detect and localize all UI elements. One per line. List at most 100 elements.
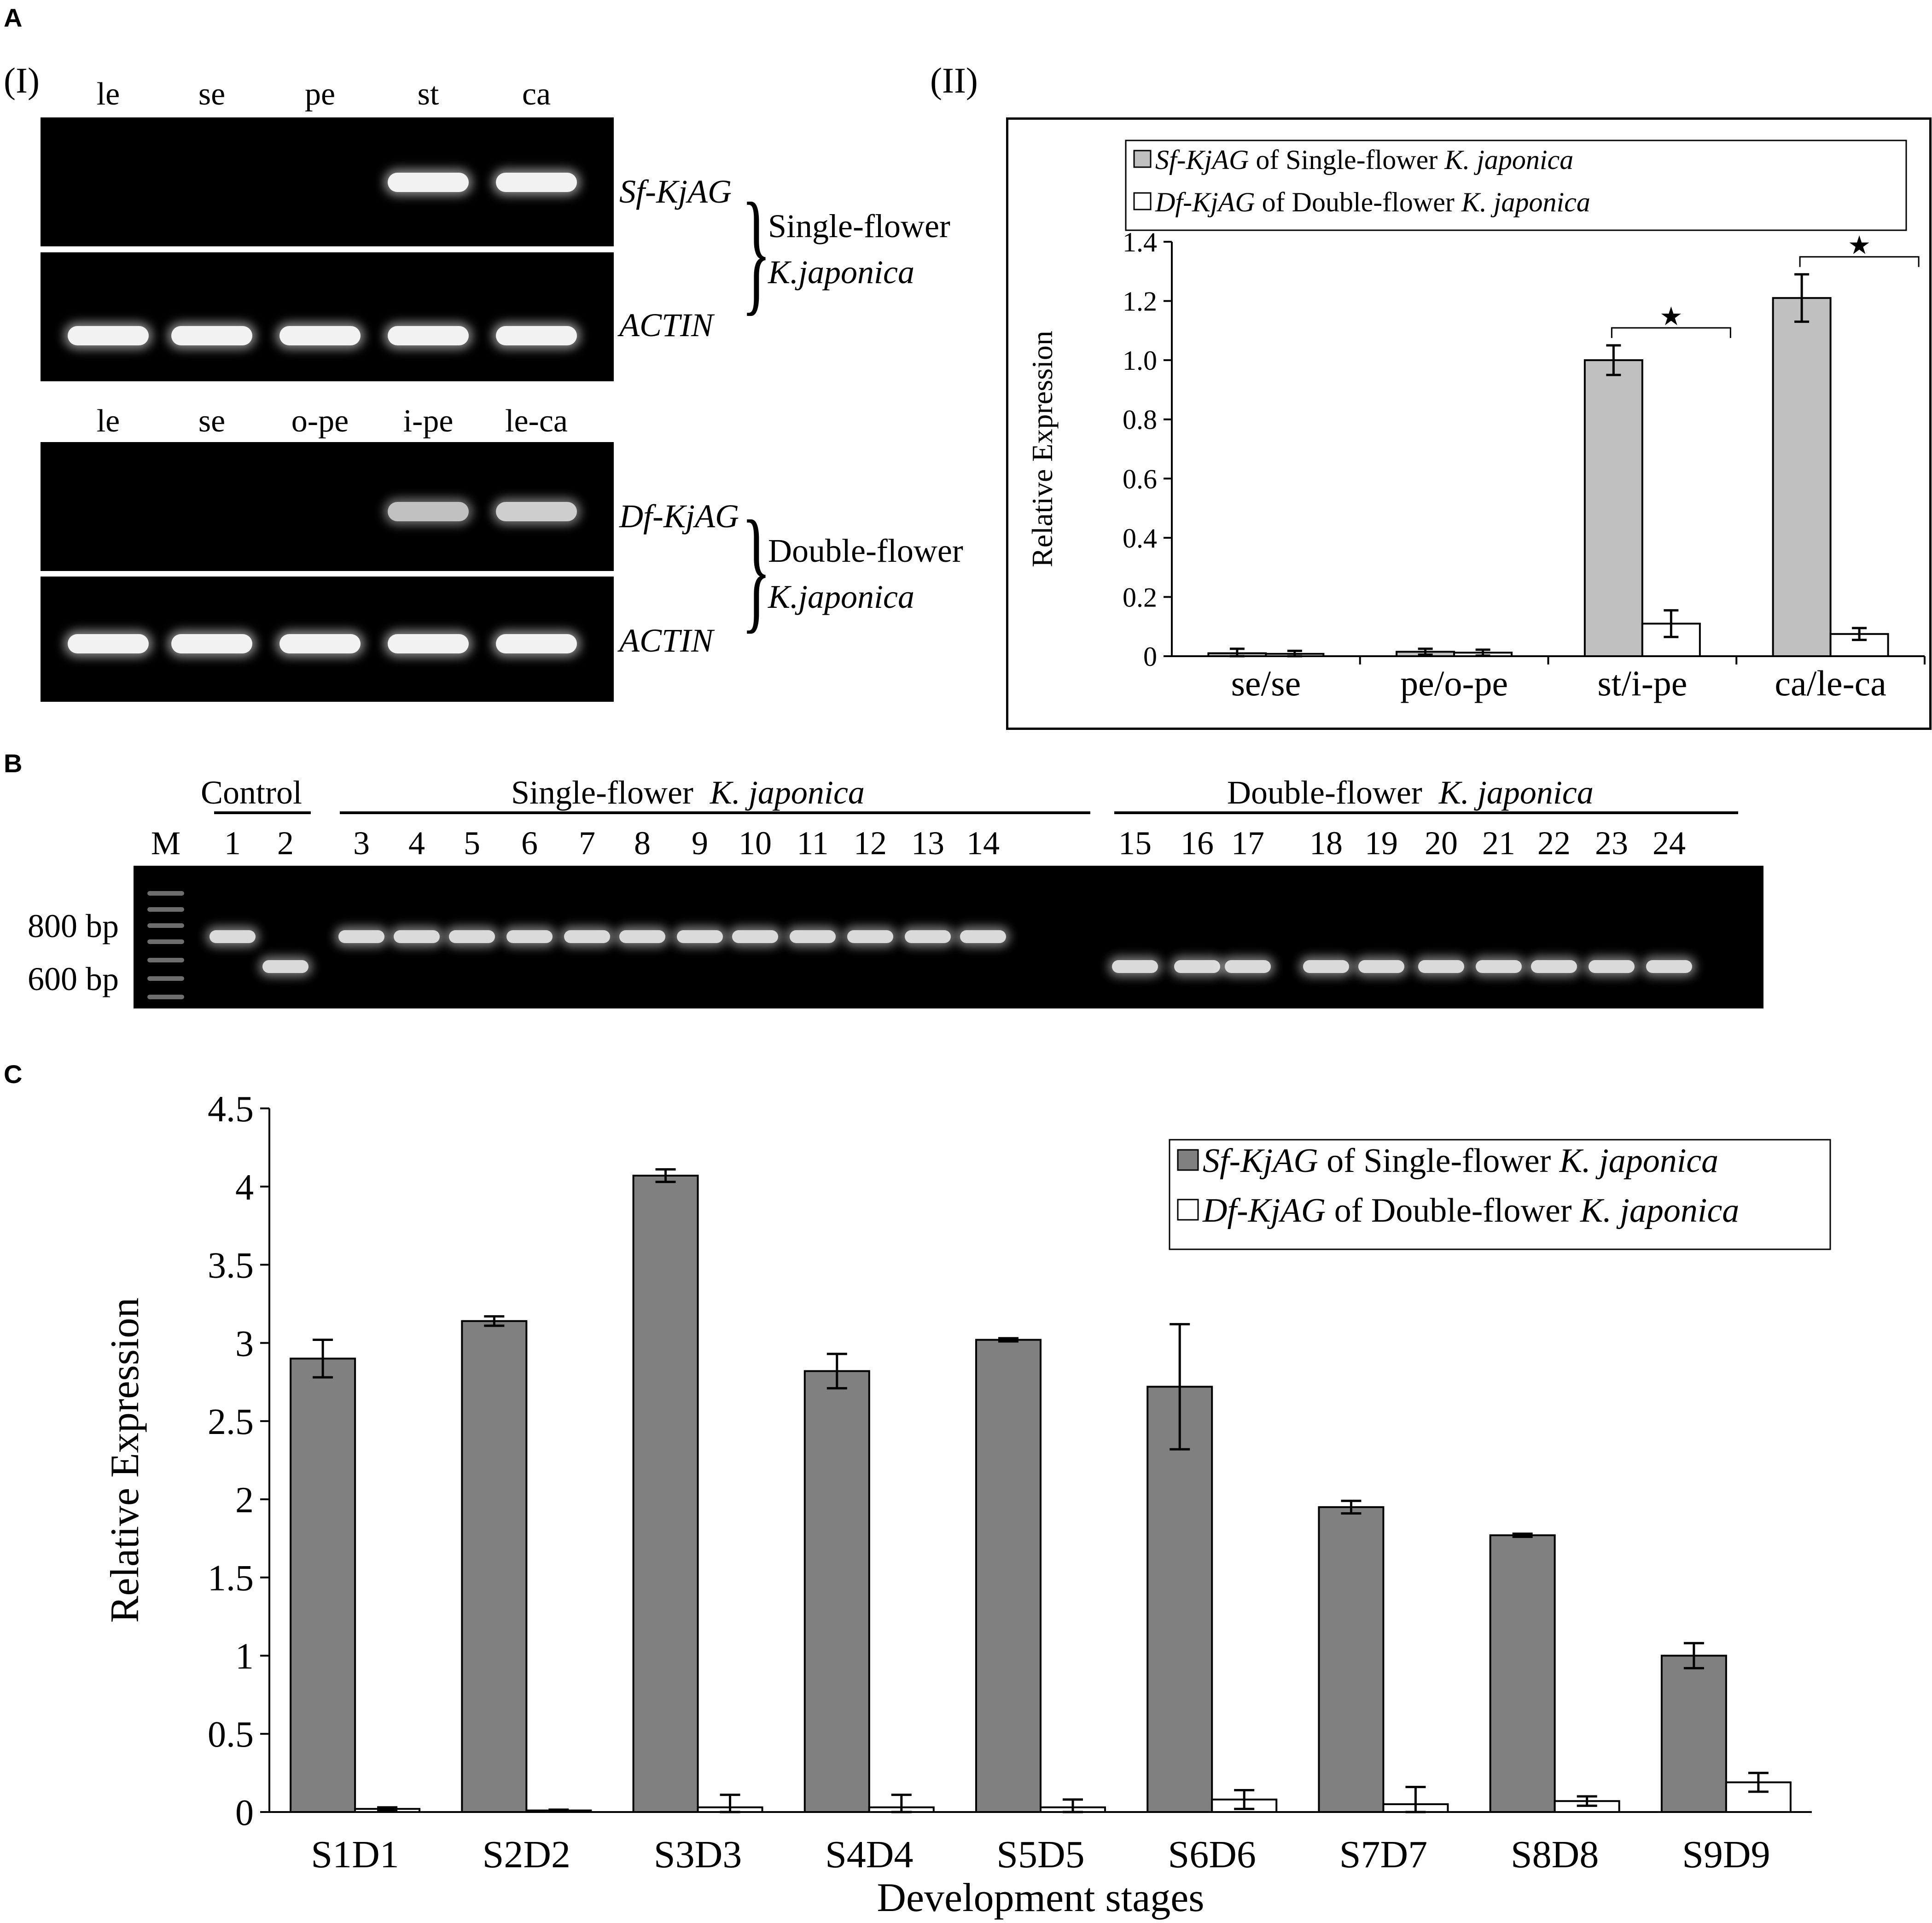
single-brace: } [741,175,771,327]
marker-band [147,907,184,912]
marker-band [147,923,184,928]
gel-b-lane-1: 1 [224,825,241,862]
single-actin-band-2 [171,326,252,345]
gel-b-band-10 [732,930,778,943]
legend-swatch [1177,1149,1199,1171]
single-lane-le: le [96,76,120,112]
y-tick-label: 0.5 [208,1714,254,1755]
control-underline [214,811,311,814]
x-tick-label: S9D9 [1682,1833,1770,1876]
gel-b-band-23 [1589,960,1635,973]
single-flower-label: Single-flower [768,208,950,245]
gel-single-actin [41,252,614,381]
y-tick-label: 0.8 [1123,405,1157,435]
x-tick-label: S6D6 [1168,1833,1256,1876]
legend-swatch [1177,1199,1199,1221]
legend-label-sf: Sf-KjAG of Single-flower K. japonica [1203,1142,1718,1180]
gel-b-band-16 [1174,960,1220,973]
double-gene-label: Df-KjAG [619,498,739,535]
single-actin-band-5 [496,326,577,345]
marker-band [147,891,184,896]
double-group-prefix: Double-flower [1227,774,1422,811]
y-tick-label: 1 [235,1636,254,1677]
bar-sf [1489,1534,1556,1813]
x-tick-label: pe/o-pe [1400,663,1508,703]
legend-box [1125,140,1907,231]
gel-b-band-12 [847,930,893,943]
panel-a-i-label: (I) [4,60,40,100]
gel-b-lane-3: 3 [353,825,370,862]
x-axis-label: Development stages [877,1876,1204,1920]
gel-single-gene [41,117,614,246]
single-gene-band-5 [496,173,577,192]
double-gene-band-4 [388,502,469,521]
x-tick-label: st/i-pe [1597,663,1687,703]
bar-sf [975,1339,1042,1813]
gel-b-lane-18: 18 [1309,825,1343,862]
double-actin-band-4 [388,634,469,653]
x-tick-label: S1D1 [311,1833,399,1876]
x-tick-label: S2D2 [483,1833,570,1876]
gel-b-lane-22: 22 [1537,825,1571,862]
y-tick-label: 0.2 [1123,582,1157,612]
single-group-label: Single-flower K. japonica [511,774,865,812]
double-gene-band-5 [496,502,577,521]
single-actin-band-4 [388,326,469,345]
double-actin-label: ACTIN [619,622,714,659]
gel-b-band-8 [619,930,665,943]
significance-star: ★ [1848,232,1871,260]
gel-b-lane-9: 9 [692,825,708,862]
bar-sf [632,1175,699,1813]
gel-b-lane-2: 2 [277,825,294,862]
y-tick-label: 2 [235,1480,254,1521]
gel-b-band-21 [1476,960,1522,973]
gel-b-lane-11: 11 [797,825,829,862]
marker-band [147,976,184,981]
legend-box [1169,1139,1831,1250]
y-tick-label: 1.5 [208,1558,254,1599]
x-tick-label: S7D7 [1339,1833,1427,1876]
bar-sf [1583,359,1643,657]
y-tick-label: 0.4 [1123,523,1157,554]
y-tick-label: 0 [1143,641,1157,672]
y-tick-label: 0 [235,1793,254,1833]
gel-b-lane-17: 17 [1231,825,1264,862]
single-actin-label: ACTIN [619,307,714,344]
double-lane-le: le [96,403,120,439]
gel-b-band-15 [1112,960,1158,973]
gel-b-band-14 [960,930,1006,943]
bar-sf [803,1370,870,1813]
panel-c-letter: C [4,1060,23,1089]
x-tick-label: S3D3 [654,1833,742,1876]
gel-b-lane-21: 21 [1482,825,1515,862]
significance-bracket [1611,327,1731,338]
double-flower-label: Double-flower [768,532,963,569]
single-group-underline [340,811,1090,814]
y-axis-label: Relative Expression [103,1298,147,1623]
chart-a2: 0 0.2 0.4 0.6 0.8 1.0 1.2 1.4 Relative Expressio… [1026,140,1926,703]
double-lane-se: se [198,403,226,439]
single-lane-st: st [417,76,439,112]
x-tick-label: se/se [1231,663,1301,703]
single-group-prefix: Single-flower [511,774,693,811]
x-tick-label: S5D5 [996,1833,1084,1876]
bar-sf [461,1320,528,1813]
gel-b-lane-6: 6 [521,825,538,862]
gel-b-lane-10: 10 [739,825,772,862]
gel-b-band-13 [905,930,951,943]
bar-sf [1772,297,1832,657]
gel-b-lane-14: 14 [966,825,1000,862]
marker-800-label: 800 bp [28,908,119,944]
bar-df [1641,623,1701,658]
single-lane-pe: pe [304,76,336,112]
y-tick-label: 2.5 [208,1402,254,1442]
panel-a-ii-label: (II) [930,60,978,100]
x-tick-label: ca/le-ca [1775,663,1886,703]
gel-b-band-19 [1358,960,1404,973]
double-actin-band-1 [68,634,149,653]
single-lane-se: se [198,76,226,112]
significance-star: ★ [1659,303,1682,331]
legend-label-sf: Sf-KjAG of Single-flower K. japonica [1155,145,1573,175]
control-label: Control [201,774,303,811]
double-lane-o-pe: o-pe [291,403,349,439]
